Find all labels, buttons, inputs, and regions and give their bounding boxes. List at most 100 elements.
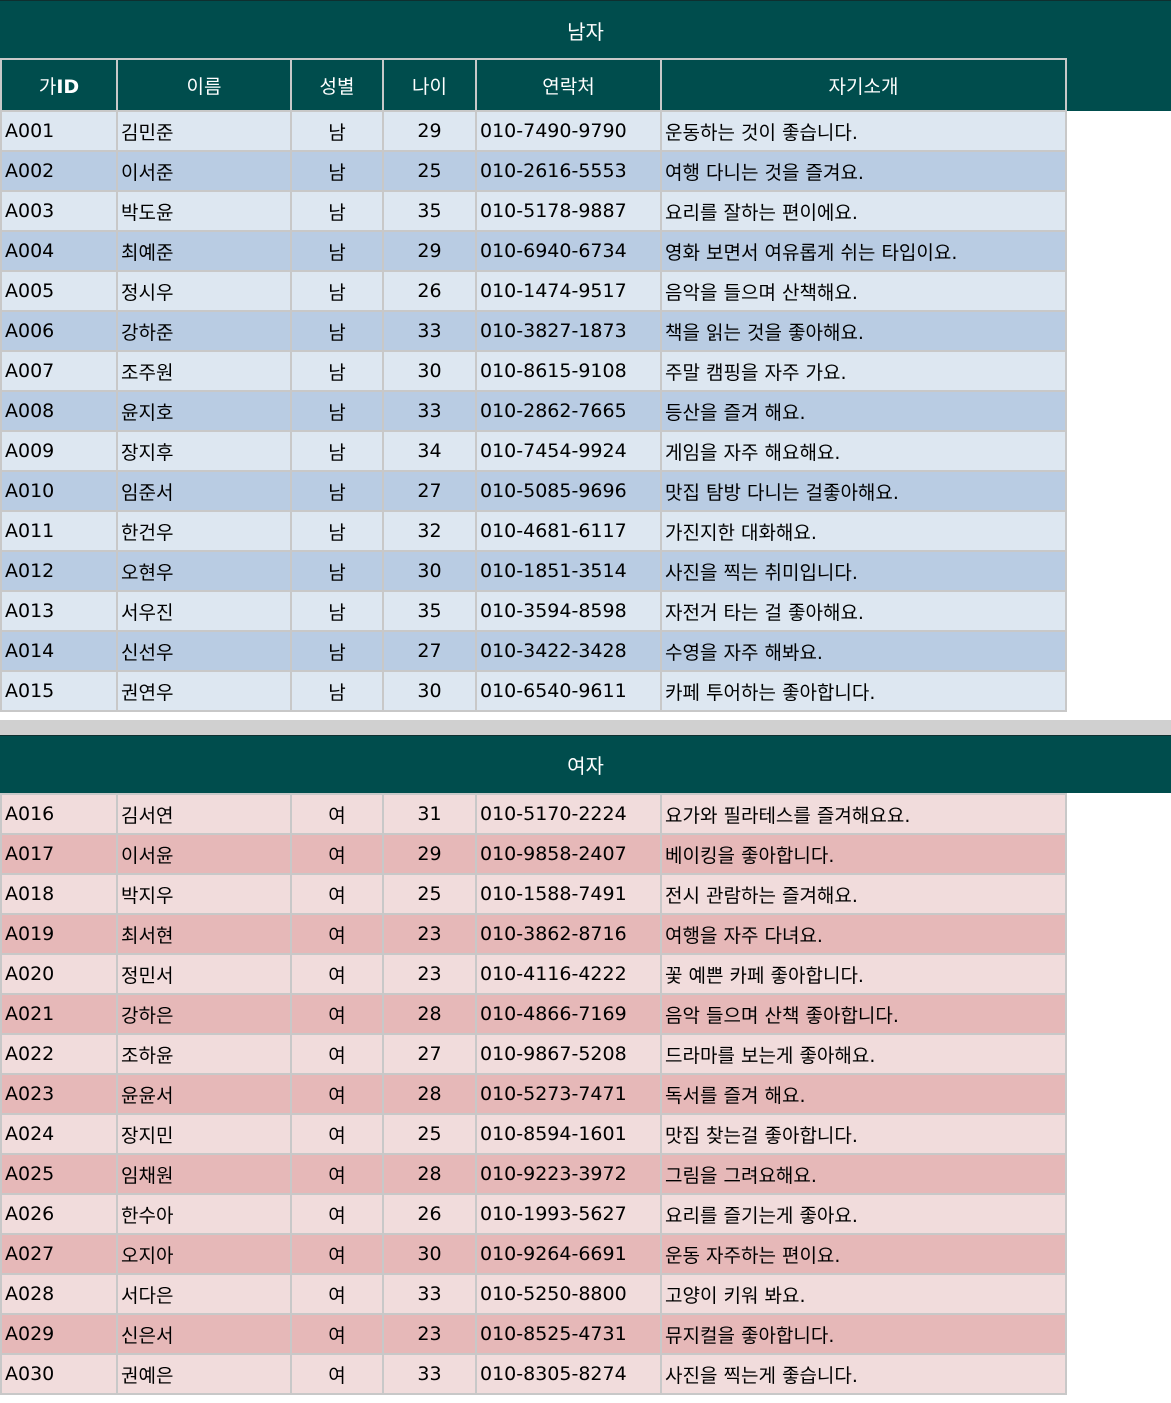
cell-intro[interactable]: 뮤지컬을 좋아합니다. — [660, 1313, 1067, 1355]
cell-name[interactable]: 서우진 — [116, 590, 292, 632]
cell-gender[interactable]: 남 — [290, 630, 384, 672]
cell-intro[interactable]: 운동 자주하는 편이요. — [660, 1233, 1067, 1275]
cell-intro[interactable]: 여행 다니는 것을 즐겨요. — [660, 150, 1067, 192]
cell-phone[interactable]: 010-9264-6691 — [475, 1233, 662, 1275]
table-row[interactable]: A024 장지민 여 25 010-8594-1601 맛집 찾는걸 좋아합니다. — [0, 1113, 1067, 1155]
table-row[interactable]: A021 강하은 여 28 010-4866-7169 음악 들으며 산책 좋아합니다. — [0, 993, 1067, 1035]
cell-age[interactable]: 30 — [382, 1233, 477, 1275]
cell-intro[interactable]: 맛집 찾는걸 좋아합니다. — [660, 1113, 1067, 1155]
cell-name[interactable]: 서다은 — [116, 1273, 292, 1315]
cell-id[interactable]: A014 — [0, 630, 118, 672]
cell-id[interactable]: A009 — [0, 430, 118, 472]
cell-gender[interactable]: 여 — [290, 913, 384, 955]
cell-name[interactable]: 신선우 — [116, 630, 292, 672]
cell-intro[interactable]: 독서를 즐겨 해요. — [660, 1073, 1067, 1115]
cell-age[interactable]: 33 — [382, 1273, 477, 1315]
cell-id[interactable]: A019 — [0, 913, 118, 955]
table-row[interactable]: A016 김서연 여 31 010-5170-2224 요가와 필라테스를 즐겨해요요. — [0, 793, 1067, 835]
cell-age[interactable]: 33 — [382, 1353, 477, 1395]
cell-name[interactable]: 오현우 — [116, 550, 292, 592]
cell-id[interactable]: A016 — [0, 793, 118, 835]
cell-intro[interactable]: 가진지한 대화해요. — [660, 510, 1067, 552]
cell-intro[interactable]: 그림을 그려요해요. — [660, 1153, 1067, 1195]
cell-name[interactable]: 박도윤 — [116, 190, 292, 232]
cell-age[interactable]: 26 — [382, 1193, 477, 1235]
cell-age[interactable]: 27 — [382, 1033, 477, 1075]
table-row[interactable]: A022 조하윤 여 27 010-9867-5208 드라마를 보는게 좋아해요. — [0, 1033, 1067, 1075]
table-row[interactable]: A004 최예준 남 29 010-6940-6734 영화 보면서 여유롭게 쉬는 타입… — [0, 230, 1067, 272]
cell-gender[interactable]: 여 — [290, 1113, 384, 1155]
cell-name[interactable]: 강하은 — [116, 993, 292, 1035]
column-header-intro[interactable]: 자기소개 — [660, 58, 1067, 112]
cell-name[interactable]: 정시우 — [116, 270, 292, 312]
cell-id[interactable]: A018 — [0, 873, 118, 915]
cell-phone[interactable]: 010-8594-1601 — [475, 1113, 662, 1155]
cell-gender[interactable]: 여 — [290, 833, 384, 875]
cell-phone[interactable]: 010-6540-9611 — [475, 670, 662, 712]
cell-gender[interactable]: 남 — [290, 430, 384, 472]
cell-intro[interactable]: 사진을 찍는 취미입니다. — [660, 550, 1067, 592]
cell-intro[interactable]: 책을 읽는 것을 좋아해요. — [660, 310, 1067, 352]
cell-phone[interactable]: 010-9867-5208 — [475, 1033, 662, 1075]
cell-gender[interactable]: 남 — [290, 310, 384, 352]
cell-age[interactable]: 23 — [382, 953, 477, 995]
cell-intro[interactable]: 꽃 예쁜 카페 좋아합니다. — [660, 953, 1067, 995]
cell-gender[interactable]: 여 — [290, 1233, 384, 1275]
table-row[interactable]: A030 권예은 여 33 010-8305-8274 사진을 찍는게 좋습니다. — [0, 1353, 1067, 1395]
cell-id[interactable]: A010 — [0, 470, 118, 512]
column-header-id[interactable]: 가ID — [0, 58, 118, 112]
table-row[interactable]: A012 오현우 남 30 010-1851-3514 사진을 찍는 취미입니다. — [0, 550, 1067, 592]
cell-phone[interactable]: 010-1588-7491 — [475, 873, 662, 915]
cell-gender[interactable]: 여 — [290, 993, 384, 1035]
cell-intro[interactable]: 드라마를 보는게 좋아해요. — [660, 1033, 1067, 1075]
cell-phone[interactable]: 010-8305-8274 — [475, 1353, 662, 1395]
cell-phone[interactable]: 010-5170-2224 — [475, 793, 662, 835]
table-row[interactable]: A003 박도윤 남 35 010-5178-9887 요리를 잘하는 편이에요. — [0, 190, 1067, 232]
column-header-name[interactable]: 이름 — [116, 58, 292, 112]
cell-phone[interactable]: 010-3594-8598 — [475, 590, 662, 632]
cell-id[interactable]: A006 — [0, 310, 118, 352]
cell-gender[interactable]: 여 — [290, 1193, 384, 1235]
cell-id[interactable]: A030 — [0, 1353, 118, 1395]
cell-id[interactable]: A029 — [0, 1313, 118, 1355]
table-row[interactable]: A009 장지후 남 34 010-7454-9924 게임을 자주 해요해요. — [0, 430, 1067, 472]
cell-age[interactable]: 35 — [382, 190, 477, 232]
cell-id[interactable]: A020 — [0, 953, 118, 995]
cell-id[interactable]: A017 — [0, 833, 118, 875]
cell-name[interactable]: 김서연 — [116, 793, 292, 835]
cell-id[interactable]: A005 — [0, 270, 118, 312]
cell-name[interactable]: 이서윤 — [116, 833, 292, 875]
cell-intro[interactable]: 자전거 타는 걸 좋아해요. — [660, 590, 1067, 632]
table-row[interactable]: A005 정시우 남 26 010-1474-9517 음악을 들으며 산책해요. — [0, 270, 1067, 312]
cell-intro[interactable]: 요리를 잘하는 편이에요. — [660, 190, 1067, 232]
cell-name[interactable]: 박지우 — [116, 873, 292, 915]
cell-age[interactable]: 26 — [382, 270, 477, 312]
cell-intro[interactable]: 음악을 들으며 산책해요. — [660, 270, 1067, 312]
table-row[interactable]: A014 신선우 남 27 010-3422-3428 수영을 자주 해봐요. — [0, 630, 1067, 672]
cell-name[interactable]: 윤윤서 — [116, 1073, 292, 1115]
cell-id[interactable]: A024 — [0, 1113, 118, 1155]
table-row[interactable]: A019 최서현 여 23 010-3862-8716 여행을 자주 다녀요. — [0, 913, 1067, 955]
cell-name[interactable]: 최예준 — [116, 230, 292, 272]
cell-phone[interactable]: 010-5085-9696 — [475, 470, 662, 512]
cell-age[interactable]: 31 — [382, 793, 477, 835]
cell-age[interactable]: 25 — [382, 1113, 477, 1155]
table-row[interactable]: A007 조주원 남 30 010-8615-9108 주말 캠핑을 자주 가요. — [0, 350, 1067, 392]
cell-phone[interactable]: 010-5273-7471 — [475, 1073, 662, 1115]
cell-phone[interactable]: 010-9223-3972 — [475, 1153, 662, 1195]
cell-name[interactable]: 권예은 — [116, 1353, 292, 1395]
table-row[interactable]: A023 윤윤서 여 28 010-5273-7471 독서를 즐겨 해요. — [0, 1073, 1067, 1115]
table-row[interactable]: A017 이서윤 여 29 010-9858-2407 베이킹을 좋아합니다. — [0, 833, 1067, 875]
cell-phone[interactable]: 010-1851-3514 — [475, 550, 662, 592]
table-row[interactable]: A018 박지우 여 25 010-1588-7491 전시 관람하는 즐겨해요. — [0, 873, 1067, 915]
table-row[interactable]: A015 권연우 남 30 010-6540-9611 카페 투어하는 좋아합니다. — [0, 670, 1067, 712]
cell-gender[interactable]: 남 — [290, 230, 384, 272]
cell-name[interactable]: 조주원 — [116, 350, 292, 392]
table-row[interactable]: A001 김민준 남 29 010-7490-9790 운동하는 것이 좋습니다. — [0, 110, 1067, 152]
cell-id[interactable]: A023 — [0, 1073, 118, 1115]
cell-name[interactable]: 최서현 — [116, 913, 292, 955]
cell-gender[interactable]: 여 — [290, 1153, 384, 1195]
cell-phone[interactable]: 010-1474-9517 — [475, 270, 662, 312]
cell-id[interactable]: A001 — [0, 110, 118, 152]
cell-gender[interactable]: 남 — [290, 510, 384, 552]
